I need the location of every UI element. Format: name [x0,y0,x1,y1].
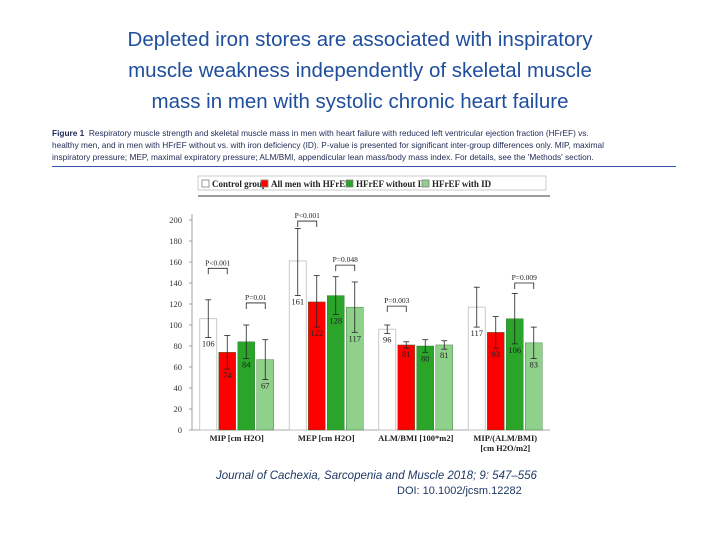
legend-swatch-0 [201,179,210,188]
caption-line-2: healthy men, and in men with HFrEF witho… [52,140,604,150]
value-label-2-0: 96 [383,334,392,344]
legend-label-0: Control group [212,179,267,189]
y-tick-label-9: 180 [169,236,182,246]
caption-rule [52,166,676,167]
y-tick-label-6: 120 [169,299,182,309]
significance-bracket-0 [207,267,228,275]
significance-bracket-3 [335,264,356,272]
x-tick-label-3-1: [cm H2O/m2] [480,443,530,453]
legend-swatch-3 [421,179,430,188]
value-label-0-2: 84 [242,360,251,370]
value-label-0-1: 74 [223,370,232,380]
value-label-1-2: 128 [329,316,342,326]
y-tick-label-8: 160 [169,257,182,267]
y-tick-label-1: 20 [174,404,183,414]
value-label-3-3: 83 [530,360,539,370]
p-value-label-1: P=0.01 [245,293,267,302]
title-line-3: mass in men with systolic chronic heart … [151,90,569,113]
significance-bracket-5 [514,282,535,289]
y-tick-label-7: 140 [169,278,182,288]
figure-caption: Figure 1 Respiratory muscle strength and… [52,127,678,163]
x-tick-label-2: ALM/BMI [100*m2] [378,433,453,443]
y-tick-label-0: 0 [178,425,182,435]
y-tick-label-10: 200 [169,215,182,225]
doi: DOI: 10.1002/jcsm.12282 [397,485,522,497]
value-label-1-1: 122 [310,328,323,338]
value-label-1-3: 117 [349,333,361,343]
legend-box [197,175,547,191]
p-value-label-2: P<0.001 [295,211,321,220]
caption-line-3: inspiratory pressure; MEP, maximal expir… [52,152,594,162]
caption-line-1: Respiratory muscle strength and skeletal… [88,128,589,138]
value-label-2-1: 81 [402,349,411,359]
significance-bracket-1 [245,302,266,309]
bar-chart: Control group All men with HFrEF HFrEF wit… [169,175,550,453]
title-line-2: muscle weakness independently of skeleta… [128,59,592,82]
y-tick-label-3: 60 [174,362,183,372]
legend-label-3: HFrEF with ID [432,179,492,189]
y-tick-label-5: 100 [169,320,182,330]
value-label-3-1: 93 [492,349,501,359]
p-value-label-4: P=0.003 [384,296,410,305]
value-label-3-2: 106 [508,345,521,355]
value-label-0-3: 67 [261,381,270,391]
p-value-label-5: P=0.009 [512,273,538,282]
legend-label-2: HFrEF without ID [356,179,428,189]
x-tick-label-0: MIP [cm H2O] [210,433,264,443]
legend-label-1: All men with HFrEF [271,179,351,189]
p-value-label-0: P<0.001 [205,258,231,267]
legend-swatch-1 [260,179,269,188]
significance-bracket-2 [297,220,318,228]
value-label-2-2: 80 [421,353,430,363]
y-tick-label-4: 80 [174,341,183,351]
slide-title: Depleted iron stores are associated with… [60,24,660,117]
caption-lead: Figure 1 [52,128,85,138]
x-tick-label-3-0: MIP/(ALM/BMI) [473,433,537,443]
value-label-3-0: 117 [471,328,483,338]
legend-swatch-2 [345,179,354,188]
significance-bracket-4 [386,305,407,313]
y-tick-label-2: 40 [174,383,183,393]
p-value-label-3: P=0.048 [333,255,359,264]
title-line-1: Depleted iron stores are associated with… [127,28,593,51]
value-label-2-3: 81 [440,350,449,360]
value-label-1-0: 161 [291,297,304,307]
journal-citation: Journal of Cachexia, Sarcopenia and Musc… [216,470,537,482]
value-label-0-0: 106 [202,339,215,349]
x-tick-label-1: MEP [cm H2O] [298,433,355,443]
